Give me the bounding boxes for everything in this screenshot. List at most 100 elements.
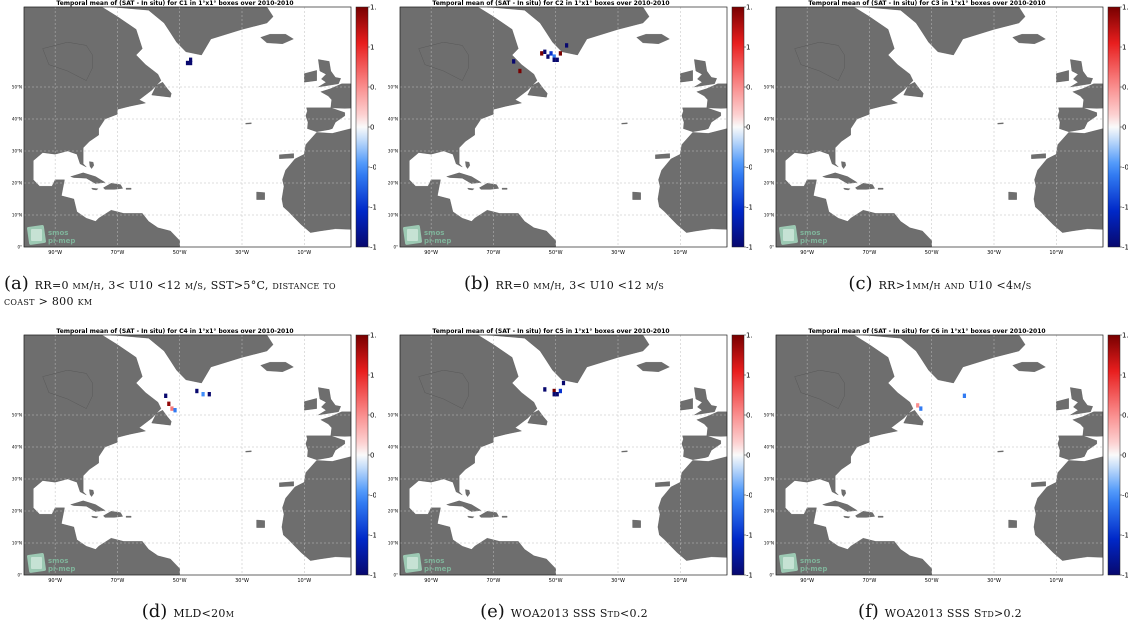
land-azores <box>245 450 252 453</box>
land-iceland <box>1012 362 1046 372</box>
map-title: Temporal mean of (SAT - In situ) for C1 … <box>56 0 294 7</box>
colorbar <box>731 6 745 248</box>
map-title: Temporal mean of (SAT - In situ) for C6 … <box>808 328 1046 335</box>
data-box <box>189 57 193 62</box>
land-puerto <box>501 187 508 190</box>
lat-tick-label: 0° <box>393 245 398 250</box>
map-frame <box>775 334 1104 576</box>
map-plot: 90°W 70°W 50°W 30°W 10°W 50°N 40°N 30°N 20°N 10°N… <box>12 4 376 257</box>
map-title: Temporal mean of (SAT - In situ) for C4 … <box>56 328 294 335</box>
data-box <box>552 57 556 62</box>
data-box <box>185 60 190 66</box>
land-capeverde <box>632 519 641 528</box>
land-iberia <box>1057 435 1097 460</box>
land-iberia <box>681 435 721 460</box>
land-canary <box>279 481 294 487</box>
colorbar-tick-label: 0 <box>1122 124 1126 132</box>
colorbar <box>355 334 369 576</box>
land-capeverde <box>256 519 265 528</box>
caption-text: WOA2013 SSS Std>0.2 <box>884 607 1022 620</box>
land-newfoundland <box>903 82 924 98</box>
lon-tick-label: 70°W <box>111 578 125 584</box>
land-greenland <box>111 6 274 56</box>
land-newfoundland <box>151 410 172 426</box>
land-africa <box>1033 456 1104 575</box>
map-title: Temporal mean of (SAT - In situ) for C5 … <box>432 328 670 335</box>
data-box <box>518 68 522 74</box>
colorbar-tick-label: 0.5 <box>746 412 752 420</box>
lon-tick-label: 90°W <box>424 250 438 256</box>
colorbar-tick-label: 1.5 <box>746 332 752 340</box>
land-canary <box>1031 481 1046 487</box>
land-france <box>320 83 352 109</box>
land-canary <box>655 481 670 487</box>
lon-tick-label: 30°W <box>235 250 249 256</box>
lat-tick-label: 40°N <box>764 117 774 122</box>
graticule <box>400 7 727 247</box>
colorbar-tick-label: -0.5 <box>746 164 752 172</box>
land-azores <box>621 122 628 125</box>
land-africa <box>1033 128 1104 247</box>
land-puerto <box>125 515 132 518</box>
land-jamaica <box>467 515 475 519</box>
land-iberia <box>681 107 721 132</box>
land-iberia <box>305 107 345 132</box>
map-frame <box>23 6 352 248</box>
lat-tick-label: 50°N <box>764 413 774 418</box>
data-box <box>173 408 177 413</box>
data-box <box>552 54 556 59</box>
land-puerto <box>877 187 884 190</box>
svg-text:smos: smos <box>800 229 820 237</box>
colorbar-tick-label: -0.5 <box>370 492 376 500</box>
svg-text:pi-mep: pi-mep <box>800 565 827 573</box>
data-box <box>512 59 516 64</box>
panel-caption: (f) WOA2013 SSS Std>0.2 <box>752 603 1128 622</box>
lat-tick-label: 20°N <box>388 509 398 514</box>
data-box <box>207 392 211 397</box>
lon-tick-label: 70°W <box>863 578 877 584</box>
svg-text:pi-mep: pi-mep <box>48 565 75 573</box>
map-title: Temporal mean of (SAT - In situ) for C2 … <box>432 0 670 7</box>
land-azores <box>245 122 252 125</box>
land-greenland <box>487 6 650 56</box>
land-azores <box>997 122 1004 125</box>
lat-tick-label: 30°N <box>12 477 22 482</box>
lat-tick-label: 30°N <box>388 477 398 482</box>
lat-tick-label: 20°N <box>12 509 22 514</box>
lat-tick-label: 50°N <box>388 85 398 90</box>
data-box <box>543 387 547 392</box>
colorbar <box>1107 6 1121 248</box>
lat-tick-label: 20°N <box>12 181 22 186</box>
data-box <box>167 401 171 406</box>
map-panel-3: Temporal mean of (SAT - In situ) for C3 … <box>752 0 1128 314</box>
colorbar-tick-label: -0.5 <box>746 492 752 500</box>
colorbar-tick-label: 0.5 <box>370 412 376 420</box>
land-mass <box>399 6 728 248</box>
land-britain <box>694 59 717 88</box>
lat-tick-label: 50°N <box>764 85 774 90</box>
lon-tick-label: 90°W <box>800 578 814 584</box>
lat-tick-label: 20°N <box>764 509 774 514</box>
lon-tick-label: 90°W <box>800 250 814 256</box>
land-jamaica <box>843 515 851 519</box>
colorbar-tick-label: 1 <box>746 372 750 380</box>
colorbar-tick-label: 1 <box>1122 372 1126 380</box>
data-box <box>549 51 553 56</box>
lat-tick-label: 50°N <box>388 413 398 418</box>
land-azores <box>621 450 628 453</box>
land-canary <box>279 153 294 159</box>
colorbar-tick-label: -1.5 <box>746 572 752 580</box>
colorbar-tick-label: 0 <box>746 124 750 132</box>
data-box <box>552 392 556 397</box>
graticule <box>400 335 727 575</box>
svg-text:smos: smos <box>48 229 68 237</box>
land-bahamas <box>465 161 470 169</box>
land-capeverde <box>632 191 641 200</box>
graticule <box>776 335 1103 575</box>
colorbar-tick-label: -1.5 <box>370 244 376 252</box>
lon-tick-label: 50°W <box>925 578 939 584</box>
land-azores <box>997 450 1004 453</box>
land-puerto <box>125 187 132 190</box>
land-france <box>696 411 728 437</box>
